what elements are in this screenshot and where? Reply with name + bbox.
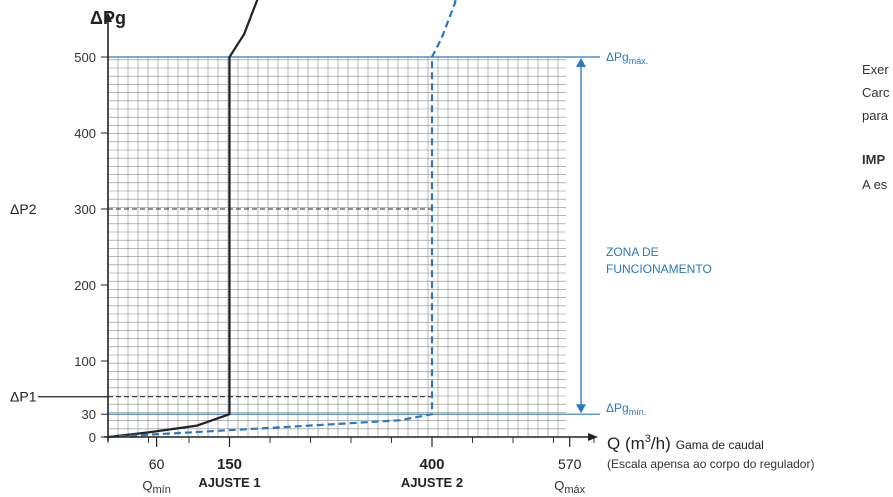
y-tick-label: 200 <box>74 278 96 293</box>
x-tick-sublabel: Qmáx <box>554 478 585 496</box>
y-tick-label: 400 <box>74 126 96 141</box>
y-tick-label: 30 <box>82 407 96 422</box>
side-text-line-2: Carc <box>862 85 890 100</box>
limit-label-min: ΔPgmín. <box>606 401 646 417</box>
x-tick-sublabel: AJUSTE 2 <box>401 475 463 490</box>
side-text-line-3: para <box>862 108 889 123</box>
y-tick-label: 0 <box>89 430 96 445</box>
y-axis-arrow <box>104 12 112 22</box>
labels: ΔPgmáx. ΔPgmín. ZONA DE FUNCIONAMENTO 0 30 100… <box>10 8 814 496</box>
x-axis-arrow <box>588 433 598 441</box>
limit-label-max: ΔPgmáx. <box>606 50 648 66</box>
zone-arrow-head-down <box>576 404 586 414</box>
side-text-line-5: A es <box>862 177 888 192</box>
zone-arrow-head-up <box>576 58 586 67</box>
grid <box>107 57 566 438</box>
y-side-label-1: ΔP2 <box>10 201 37 217</box>
side-text-line-1: Exer <box>862 62 889 77</box>
x-tick-label: 60 <box>149 456 165 472</box>
series-lines <box>107 0 457 439</box>
x-axis-note: (Escala apensa ao corpo do regulador) <box>607 457 814 471</box>
x-tick-label: 570 <box>558 456 582 472</box>
y-axis-title: ΔPg <box>90 8 126 28</box>
side-text-line-4: IMP <box>862 152 886 167</box>
y-side-label-2: ΔP1 <box>10 389 37 405</box>
y-tick-label: 500 <box>74 50 96 65</box>
y-tick-label: 300 <box>74 202 96 217</box>
x-tick-label: 150 <box>217 456 242 473</box>
x-tick-label: 400 <box>419 456 444 473</box>
x-axis-title: Q (m3/h) Gama de caudal <box>607 433 764 453</box>
reference-lines <box>108 208 432 398</box>
axes <box>38 12 598 447</box>
zone-label-line: ZONA DE <box>606 245 659 259</box>
series-line-1 <box>107 0 259 439</box>
limit-lines <box>108 56 600 415</box>
x-tick-sublabel: AJUSTE 1 <box>198 475 260 490</box>
x-tick-sublabel: Qmín <box>142 478 170 496</box>
y-tick-label: 100 <box>74 354 96 369</box>
zone-label-line: FUNCIONAMENTO <box>606 262 712 276</box>
